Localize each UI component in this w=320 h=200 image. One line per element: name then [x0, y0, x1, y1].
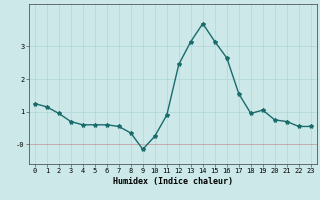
X-axis label: Humidex (Indice chaleur): Humidex (Indice chaleur)	[113, 177, 233, 186]
